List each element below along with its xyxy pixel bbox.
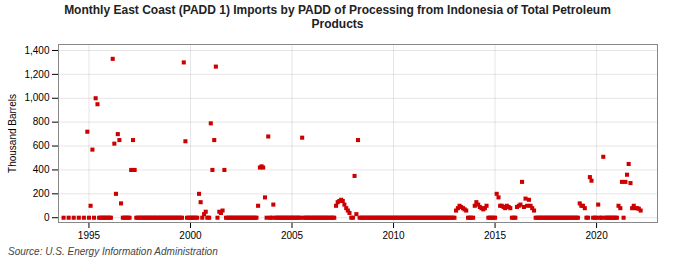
svg-text:1,400: 1,400 (24, 44, 49, 55)
svg-text:2015: 2015 (484, 229, 507, 240)
svg-text:1,200: 1,200 (24, 68, 49, 79)
svg-text:800: 800 (33, 116, 50, 127)
html-text:Source: U.S. Energy Informatio: Source: U.S. Energy Information Administ… (8, 245, 218, 257)
svg-text:1995: 1995 (78, 229, 101, 240)
svg-text:2020: 2020 (585, 229, 608, 240)
svg-text:2005: 2005 (281, 229, 304, 240)
svg-text:1,000: 1,000 (24, 92, 49, 103)
svg-text:400: 400 (33, 164, 50, 175)
svg-text:Thousand Barrels: Thousand Barrels (7, 94, 18, 173)
svg-text:0: 0 (44, 212, 50, 223)
svg-text:600: 600 (33, 140, 50, 151)
svg-text:2010: 2010 (382, 229, 405, 240)
svg-text:200: 200 (33, 188, 50, 199)
svg-text:2000: 2000 (179, 229, 202, 240)
html-text:Monthly East Coast (PADD 1) Im: Monthly East Coast (PADD 1) Imports by P… (64, 3, 611, 32)
